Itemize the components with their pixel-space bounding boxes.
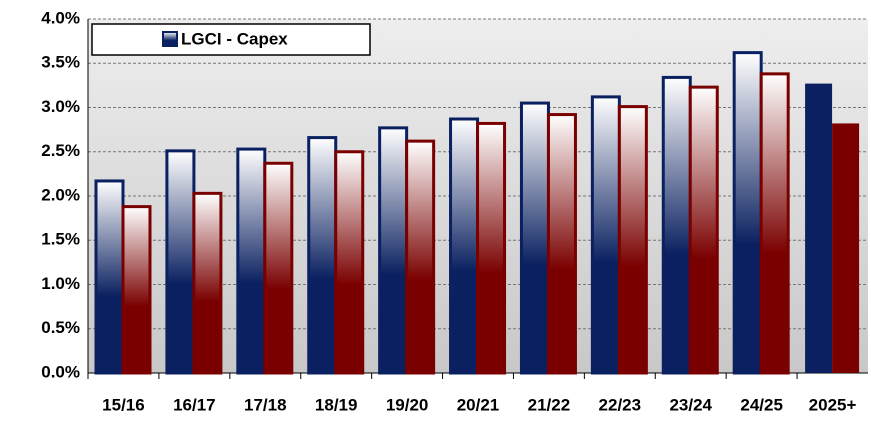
- x-tick-label: 23/24: [669, 395, 712, 414]
- bar: [661, 75, 692, 375]
- bar: [192, 191, 223, 375]
- bar: [617, 105, 648, 375]
- bar: [307, 136, 338, 375]
- x-tick-label: 22/23: [599, 395, 642, 414]
- bar: [165, 149, 196, 375]
- bar: [832, 123, 860, 374]
- y-tick-label: 2.0%: [41, 185, 80, 204]
- legend-swatch: [162, 31, 178, 47]
- y-tick-label: 0.5%: [41, 318, 80, 337]
- x-tick-label: 21/22: [528, 395, 571, 414]
- bar: [759, 72, 790, 375]
- y-tick-label: 4.0%: [41, 8, 80, 27]
- legend-label: LGCI - Capex: [181, 29, 288, 48]
- bar: [546, 113, 577, 375]
- x-tick-label: 2025+: [809, 395, 857, 414]
- y-tick-label: 0.0%: [41, 362, 80, 381]
- x-tick-label: 16/17: [173, 395, 216, 414]
- bar: [519, 101, 550, 375]
- x-tick-label: 19/20: [386, 395, 429, 414]
- bar: [732, 51, 763, 375]
- y-tick-label: 2.5%: [41, 141, 80, 160]
- bar: [688, 85, 719, 375]
- x-tick-label: 18/19: [315, 395, 358, 414]
- x-tick-label: 17/18: [244, 395, 287, 414]
- bar: [334, 150, 365, 375]
- bar: [121, 205, 152, 375]
- bar: [590, 95, 621, 375]
- y-tick-label: 3.5%: [41, 53, 80, 72]
- bar: [449, 117, 480, 375]
- bar: [405, 139, 436, 375]
- bar: [805, 83, 833, 373]
- y-tick-label: 1.0%: [41, 274, 80, 293]
- bar: [263, 161, 294, 375]
- x-tick-label: 24/25: [740, 395, 783, 414]
- bar: [378, 126, 409, 375]
- legend-box: [91, 23, 371, 56]
- x-tick-label: 15/16: [102, 395, 145, 414]
- x-tick-label: 20/21: [457, 395, 500, 414]
- bar: [476, 121, 507, 375]
- y-tick-label: 1.5%: [41, 230, 80, 249]
- y-tick-label: 3.0%: [41, 97, 80, 116]
- bar: [94, 179, 125, 375]
- bar: [236, 147, 267, 375]
